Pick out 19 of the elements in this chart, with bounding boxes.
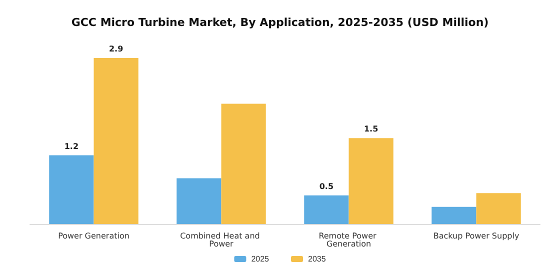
x-tick-label: Remote Power Generation — [318, 232, 379, 248]
data-label: 2.9 — [108, 44, 124, 54]
bar — [221, 104, 266, 224]
bar — [432, 206, 476, 224]
chart-title: GCC Micro Turbine Market, By Application, 2025-2035 (USD Million) — [71, 16, 489, 29]
x-tick-label: Power Generation — [58, 232, 130, 240]
bar — [176, 178, 222, 224]
bar — [348, 138, 394, 224]
x-tick-label: Combined Heat and Power — [180, 232, 262, 248]
data-label: 1.5 — [364, 124, 379, 134]
bar — [49, 155, 94, 224]
bar — [476, 193, 521, 224]
legend-label: 2025 — [251, 254, 270, 264]
data-label: 0.5 — [319, 182, 334, 191]
data-label: 1.2 — [64, 142, 79, 151]
x-tick-label: Backup Power Supply — [433, 232, 520, 240]
bar — [94, 58, 138, 224]
legend-label: 2035 — [308, 254, 326, 264]
bar — [304, 195, 349, 224]
